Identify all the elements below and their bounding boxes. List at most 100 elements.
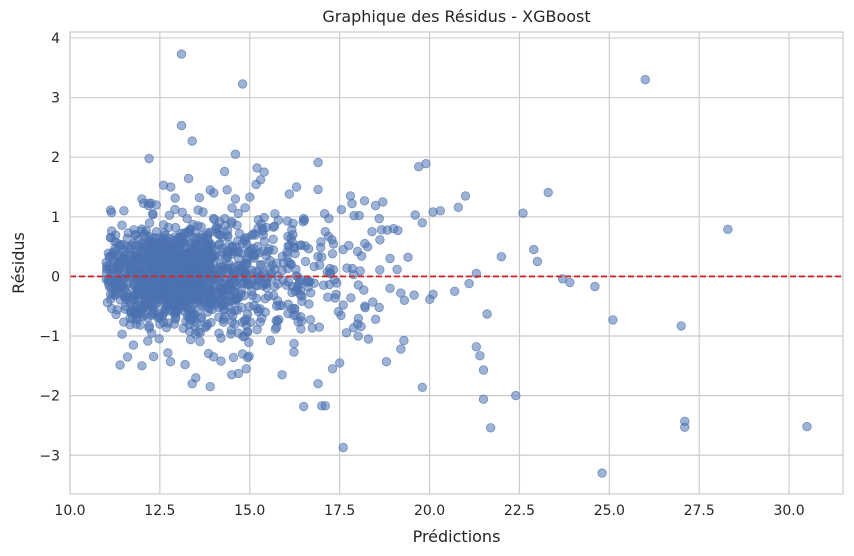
data-point [268,234,278,245]
data-point [478,365,489,375]
data-point [802,421,812,432]
data-point [182,213,192,224]
data-point [277,251,288,262]
data-point [157,249,168,260]
data-point [453,202,464,213]
data-point [188,259,198,269]
data-point [228,352,239,363]
data-point [532,256,543,267]
data-point [170,222,181,233]
data-point [230,262,240,272]
data-point [255,175,266,185]
data-point [119,206,129,216]
data-point [258,226,268,236]
data-point [105,205,116,215]
data-point [183,173,194,184]
data-point [214,250,224,261]
data-point [176,120,187,131]
data-point [170,193,180,203]
data-point [283,277,294,287]
data-point [140,239,151,249]
data-point [209,188,219,198]
data-point [173,241,183,252]
data-point [160,306,171,317]
data-point [226,285,237,295]
data-point [282,216,293,226]
data-point [342,263,352,273]
data-point [222,185,232,195]
data-point [259,167,269,177]
data-point [115,360,125,370]
data-point [288,242,299,252]
data-point [165,357,176,367]
data-point [120,292,131,302]
data-point [153,276,163,286]
data-point [341,328,352,338]
data-point [316,242,326,253]
data-point [240,203,250,213]
data-point [174,253,185,263]
data-point [336,204,347,215]
data-point [428,207,438,217]
data-point [190,329,201,339]
y-tick-label: 3 [51,91,60,107]
data-point [222,230,232,240]
data-point [237,79,248,89]
data-point [518,208,528,218]
data-point [313,184,323,195]
data-point [120,301,131,311]
data-point [195,336,205,347]
data-point [680,422,690,432]
data-point [272,296,283,306]
data-point [152,238,163,248]
data-point [289,338,299,349]
data-point [165,182,176,192]
data-point [233,208,244,219]
data-point [135,302,145,312]
data-point [117,329,127,339]
data-point [190,297,201,308]
data-point [252,304,262,314]
data-point [261,278,271,289]
data-point [230,295,241,305]
x-tick-labels: 10.0 12.5 15.0 17.5 20.0 22.5 25.0 27.5 30.0 [54,503,804,519]
data-point [245,192,255,202]
x-tick-label: 12.5 [144,503,175,519]
data-point [184,251,194,262]
data-point [590,281,600,292]
data-point [112,305,122,315]
y-tick-label: −1 [39,329,60,345]
data-point [137,361,147,371]
data-point [146,288,156,298]
data-point [304,244,314,254]
grid-lines [69,32,843,494]
data-point [346,293,356,303]
x-tick-label: 17.5 [324,503,355,519]
x-tick-label: 10.0 [54,503,85,519]
data-point [158,220,169,230]
data-point [399,335,409,346]
data-point [122,352,133,362]
data-point [227,241,238,252]
data-point [403,252,413,262]
data-point [183,228,193,238]
data-point [388,223,399,234]
data-point [226,329,236,339]
data-point [239,331,250,341]
y-tick-label: −2 [39,389,60,405]
data-point [374,302,384,313]
data-point [367,226,377,237]
data-point [300,256,311,267]
data-point [214,296,225,306]
data-point [608,315,618,325]
data-point [112,265,123,275]
data-point [194,192,205,203]
data-point [253,215,263,225]
data-point [359,196,370,206]
data-point [354,210,364,221]
data-point [128,238,139,249]
data-point [396,288,406,298]
data-point [257,313,267,323]
data-point [257,260,267,270]
